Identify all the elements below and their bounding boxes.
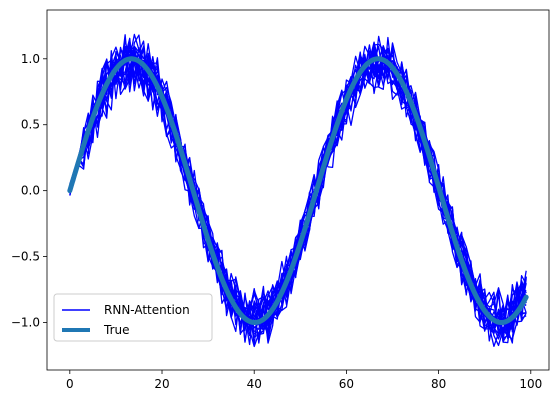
x-tick-label: 60 xyxy=(339,377,354,391)
y-tick-label: 1.0 xyxy=(21,52,40,66)
y-axis: −1.0 −0.5 0.0 0.5 1.0 xyxy=(11,52,47,330)
x-tick-label: 20 xyxy=(154,377,169,391)
x-tick-label: 40 xyxy=(247,377,262,391)
x-axis: 0 20 40 60 80 100 xyxy=(66,370,542,391)
legend: RNN-Attention True xyxy=(53,293,213,342)
legend-rnn-attention-label: RNN-Attention xyxy=(104,303,190,317)
plot-area-frame xyxy=(46,9,550,371)
legend-true-label: True xyxy=(103,323,130,337)
y-tick-label: 0.5 xyxy=(21,118,40,132)
x-tick-label: 0 xyxy=(66,377,74,391)
true-series-group xyxy=(67,56,529,326)
x-tick-label: 80 xyxy=(431,377,446,391)
y-tick-label: −1.0 xyxy=(11,316,40,330)
y-tick-label: 0.0 xyxy=(21,184,40,198)
y-tick-label: −0.5 xyxy=(11,250,40,264)
true-line xyxy=(67,56,529,326)
legend-box xyxy=(53,293,213,342)
x-tick-label: 100 xyxy=(519,377,542,391)
